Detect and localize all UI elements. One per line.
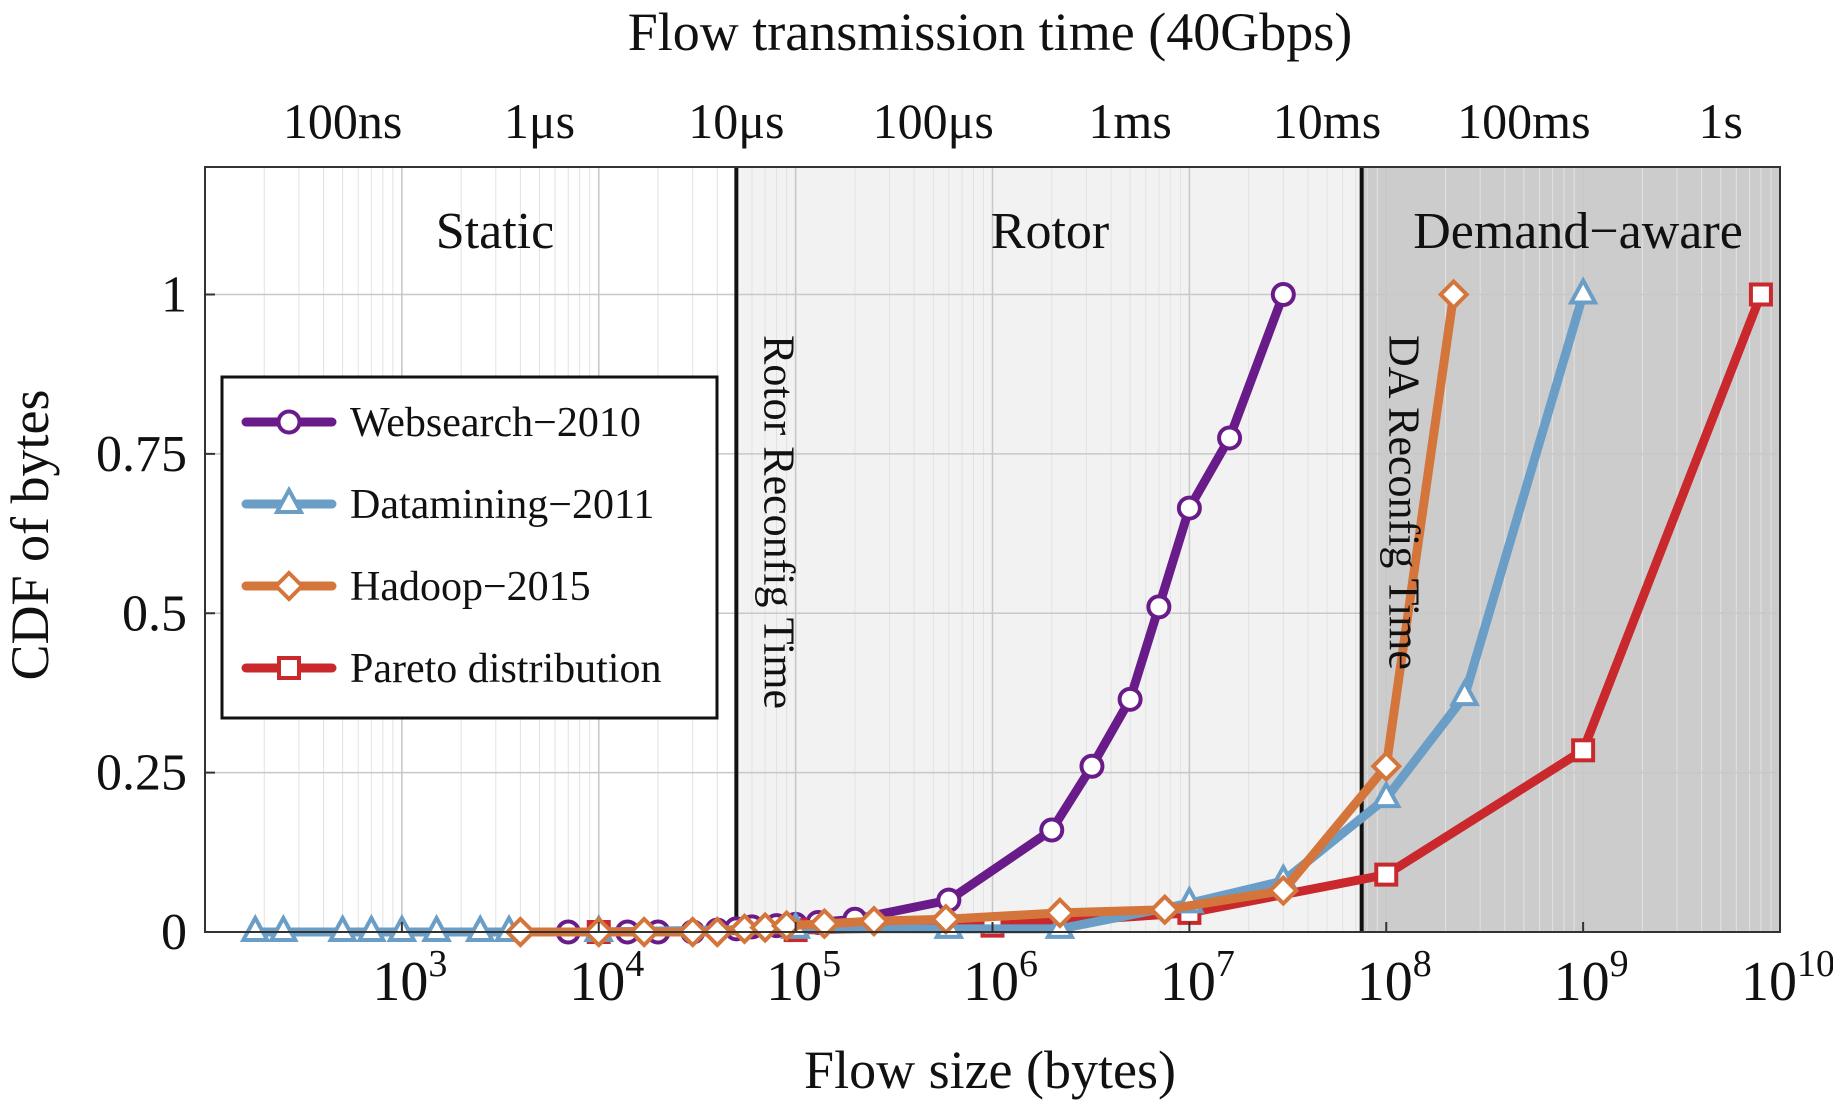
data-point: [277, 656, 301, 680]
region-label: Static: [436, 203, 554, 260]
top-tick-label: 100ns: [283, 93, 402, 149]
legend: Websearch−2010 Datamining−2011 Hadoop−2015…: [220, 375, 719, 720]
top-axis-title: Flow transmission time (40Gbps): [628, 2, 1353, 62]
x-tick-label: 105: [766, 943, 841, 1013]
data-point: [1374, 862, 1399, 887]
data-point: [356, 913, 387, 942]
legend-item: Hadoop−2015: [241, 564, 591, 610]
x-tick-label: 108: [1357, 943, 1432, 1013]
data-point: [276, 409, 302, 435]
data-point: [1039, 817, 1065, 843]
data-point: [1217, 425, 1243, 451]
data-point: [267, 913, 299, 942]
top-tick-label: 10ms: [1273, 93, 1381, 149]
x-tick-label: 109: [1554, 943, 1629, 1013]
data-point: [1370, 779, 1402, 809]
data-point: [1370, 750, 1403, 783]
legend-item: Websearch−2010: [241, 400, 641, 446]
data-point: [1748, 282, 1773, 307]
data-point: [1044, 897, 1076, 929]
region-label: Rotor: [991, 203, 1109, 260]
x-tick-label: 107: [1160, 943, 1235, 1013]
data-point: [421, 913, 452, 942]
y-tick-label: 0: [161, 904, 187, 961]
reconfig-label: DA Reconfig Time: [1380, 335, 1429, 670]
x-tick-label: 1010: [1741, 943, 1833, 1013]
data-point: [1079, 753, 1105, 779]
legend-box: [220, 375, 719, 720]
legend-label: Pareto distribution: [350, 646, 661, 692]
y-tick-label: 0.25: [96, 745, 187, 802]
legend-item: Pareto distribution: [241, 646, 661, 692]
data-point: [273, 570, 305, 602]
y-tick-label: 0.5: [122, 585, 187, 642]
data-point: [1267, 874, 1300, 907]
data-point: [239, 913, 271, 942]
data-point: [1176, 495, 1202, 521]
data-point: [273, 485, 305, 514]
top-tick-label: 100μs: [873, 93, 994, 149]
y-tick-label: 0.75: [96, 426, 187, 483]
y-ticks: 0 0.25 0.5 0.75 1: [96, 267, 215, 961]
data-point: [858, 905, 890, 937]
x-ticks: 103 104 105 106 107 108 109 1010: [372, 922, 1833, 1013]
top-tick-label: 1μs: [504, 93, 575, 149]
data-point: [808, 907, 841, 940]
data-point: [464, 913, 496, 942]
top-tick-label: 1ms: [1088, 93, 1171, 149]
region-label: Demand−aware: [1413, 203, 1743, 260]
data-point: [327, 913, 358, 942]
top-tick-label: 10μs: [688, 93, 784, 149]
data-point: [1148, 893, 1181, 926]
x-tick-label: 103: [372, 943, 447, 1013]
data-point: [1571, 738, 1596, 763]
reconfig-lines: [734, 167, 1364, 932]
x-axis-title: Flow size (bytes): [804, 1040, 1176, 1100]
data-point: [1437, 278, 1470, 311]
x-tick-label: 106: [963, 943, 1038, 1013]
data-point: [1146, 594, 1172, 620]
y-axis-title: CDF of bytes: [0, 389, 60, 680]
legend-label: Websearch−2010: [350, 400, 641, 446]
data-point: [1449, 677, 1480, 707]
reconfig-label: Rotor Reconfig Time: [754, 335, 803, 709]
top-ticks: 100ns 1μs 10μs 100μs 1ms 10ms 100ms 1s: [283, 93, 1743, 149]
top-tick-label: 1s: [1699, 93, 1743, 149]
legend-item: Datamining−2011: [241, 482, 654, 528]
top-tick-label: 100ms: [1457, 93, 1590, 149]
data-point: [1117, 686, 1143, 712]
region-labels: Static Rotor Demand−aware: [436, 203, 1743, 260]
data-point: [1567, 276, 1599, 305]
reconfig-labels: Rotor Reconfig Time DA Reconfig Time: [754, 335, 1428, 709]
data-point: [1270, 282, 1296, 307]
y-tick-label: 1: [161, 267, 187, 324]
region-rotor: [736, 167, 1362, 932]
x-tick-label: 104: [569, 943, 644, 1013]
legend-label: Hadoop−2015: [350, 564, 591, 610]
legend-label: Datamining−2011: [350, 482, 654, 528]
